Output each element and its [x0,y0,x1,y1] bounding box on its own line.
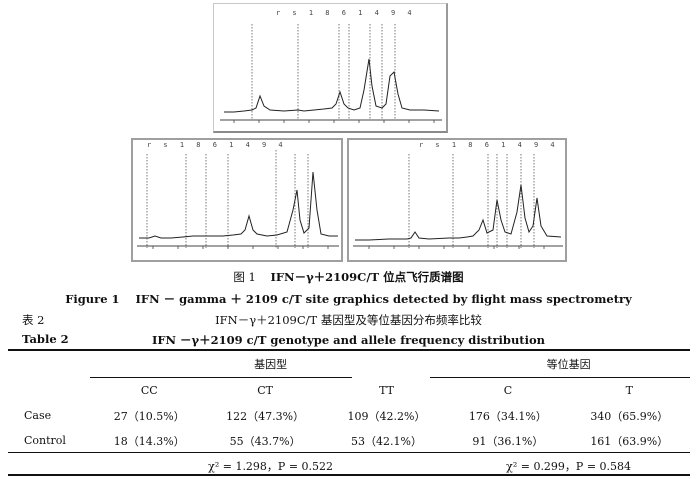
table-cell: 176（34.1%） [468,409,547,423]
spectrum-left-svg [137,150,339,249]
column-header-cc: CC [140,384,158,397]
table-row: Case 27（10.5%） 122（47.3%） 109（42.2%） 176… [8,403,690,428]
genotype-allele-table: 基因型 等位基因 CC CT TT C T Case 27（10.5%） 122… [8,350,690,478]
figure-caption-cn-title: IFN－γ＋2109C/T 位点飞行质谱图 [270,270,464,284]
table-column-header-row: CC CT TT C T [8,378,690,403]
plot-label-top: r s 1 8 6 1 4 9 4 [276,9,416,17]
table-top-rule [8,349,690,351]
table-cell: 27（10.5%） [113,409,185,423]
table-cell: 18（14.3%） [113,434,185,448]
table-cell: 55（43.7%） [229,434,301,448]
figure-caption-cn: 图 1 IFN－γ＋2109C/T 位点飞行质谱图 [0,269,697,285]
column-header-c: C [503,384,513,397]
genotype-header-rule [90,377,352,378]
table-cell: 53（42.1%） [351,434,422,448]
plot-label-right: r s 1 8 6 1 4 9 4 [419,141,559,149]
figure-caption-en-label: Figure 1 [65,292,120,306]
column-header-t: T [625,384,633,397]
table-cell: 122（47.3%） [226,409,305,423]
allele-header-rule [430,377,690,378]
table-cell: 161（63.9%） [590,434,669,448]
column-header-tt: TT [379,384,394,397]
allele-group-header: 等位基因 [546,358,591,371]
genotype-group-header: 基因型 [254,358,288,371]
mass-spectrum-plot-top: r s 1 8 6 1 4 9 4 [213,3,448,133]
table-caption-en-label: Table 2 [22,332,69,346]
table-cell: 340（65.9%） [590,409,669,423]
table-caption-en-title: IFN －γ＋2109 c/T genotype and allele freq… [151,333,546,347]
table-caption-cn-label: 表 2 [22,313,45,327]
figure-caption-cn-label: 图 1 [233,270,256,284]
mass-spectrum-plot-left: r s 1 8 6 1 4 9 4 [131,138,343,262]
spectrum-right-svg [353,154,563,249]
table-bottom-rule [8,474,690,476]
row-label-control: Control [24,434,66,447]
mass-spectrum-plot-right: r s 1 8 6 1 4 9 4 [347,138,567,262]
column-header-ct: CT [257,384,274,397]
table-cell: 91（36.1%） [472,434,544,448]
figure-caption-en-title: IFN － gamma ＋ 2109 c/T site graphics det… [135,292,632,306]
spectrum-top-svg [220,24,442,123]
table-stats-row: χ² = 1.298，P = 0.522 χ² = 0.299，P = 0.58… [8,453,690,478]
plot-label-left: r s 1 8 6 1 4 9 4 [147,141,287,149]
table-row: Control 18（14.3%） 55（43.7%） 53（42.1%） 91… [8,428,690,453]
table-caption-cn-title: IFN－γ＋2109C/T 基因型及等位基因分布频率比较 [215,313,482,327]
table-group-header-row: 基因型 等位基因 [8,350,690,378]
allele-chi-square: χ² = 0.299，P = 0.584 [506,459,632,473]
figure-caption-en: Figure 1 IFN － gamma ＋ 2109 c/T site gra… [0,291,697,307]
table-stats-rule [8,452,690,453]
genotype-chi-square: χ² = 1.298，P = 0.522 [208,459,334,473]
row-label-case: Case [24,409,52,422]
table-cell: 109（42.2%） [347,409,426,423]
